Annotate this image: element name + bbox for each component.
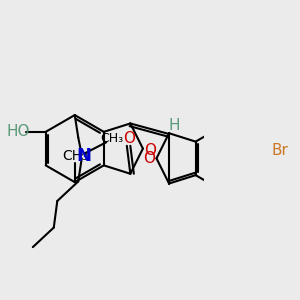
Text: CH₃: CH₃ <box>100 132 123 145</box>
Text: H: H <box>169 118 180 133</box>
Text: O: O <box>143 151 155 166</box>
Text: O: O <box>144 142 156 158</box>
Text: HO: HO <box>6 124 29 139</box>
Text: O: O <box>123 131 135 146</box>
Text: N: N <box>76 147 91 165</box>
Text: CH₃: CH₃ <box>62 148 88 163</box>
Text: Br: Br <box>272 142 289 158</box>
